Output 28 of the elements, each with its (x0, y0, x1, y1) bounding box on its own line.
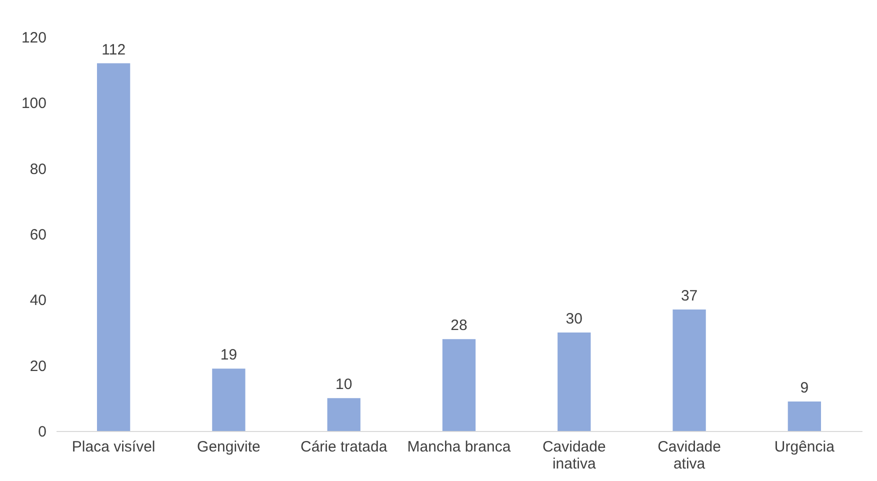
x-tick-label: Cárie tratada (300, 438, 388, 456)
bar (442, 339, 476, 431)
y-tick-label: 20 (30, 358, 46, 375)
y-tick-label: 60 (30, 226, 46, 244)
y-tick-label: 80 (30, 160, 46, 178)
data-label: 30 (566, 310, 582, 328)
data-label: 19 (220, 346, 238, 364)
bar (212, 368, 246, 431)
data-label: 37 (680, 288, 698, 305)
x-tick-label: Placa visível (72, 438, 156, 456)
y-tick-label: 100 (21, 95, 46, 112)
y-tick-label: 40 (30, 292, 46, 310)
y-tick-label: 120 (21, 30, 46, 46)
bar (327, 398, 360, 431)
x-tick-label: Urgência (774, 438, 836, 456)
y-tick-label: 0 (38, 424, 46, 440)
x-tick-label: Mancha branca (407, 438, 512, 456)
bar (558, 332, 591, 431)
bar (672, 310, 706, 431)
x-tick-label: Cavidade inativa (542, 438, 606, 472)
data-label: 28 (450, 317, 468, 334)
x-tick-label: Gengivite (197, 438, 260, 456)
bar (788, 401, 822, 431)
data-label: 9 (800, 379, 809, 396)
data-label: 10 (336, 376, 352, 394)
x-tick-label: Cavidade ativa (658, 438, 721, 472)
data-label: 112 (102, 41, 126, 58)
bar (96, 63, 130, 431)
